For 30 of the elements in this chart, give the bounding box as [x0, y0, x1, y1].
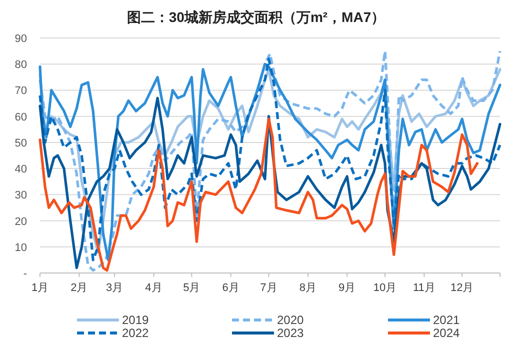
- x-tick-label: 8月: [299, 282, 316, 294]
- y-tick-label: 90: [14, 33, 27, 45]
- y-tick-label: 80: [14, 59, 27, 72]
- legend-label: 2020: [277, 313, 304, 327]
- y-tick-label: -: [23, 268, 28, 280]
- legend-label: 2021: [433, 313, 460, 327]
- legend-label: 2024: [433, 326, 460, 339]
- x-tick-label: 6月: [222, 282, 240, 294]
- x-tick-label: 12月: [450, 282, 474, 294]
- chart-title: 图二：30城新房成交面积（万m²，MA7）: [126, 9, 386, 25]
- x-tick-label: 10月: [373, 282, 397, 294]
- y-tick-label: 20: [14, 216, 27, 228]
- x-tick-label: 11月: [412, 282, 436, 294]
- legend-label: 2023: [277, 326, 304, 339]
- x-tick-label: 1月: [31, 282, 49, 294]
- y-tick-label: 70: [14, 85, 27, 98]
- y-tick-label: 50: [14, 137, 27, 150]
- line-series: [38, 118, 479, 272]
- y-tick-label: 30: [14, 190, 27, 202]
- x-tick-label: 4月: [145, 282, 162, 294]
- x-tick-label: 2月: [70, 282, 88, 294]
- x-tick-label: 7月: [260, 282, 278, 294]
- x-tick-label: 5月: [183, 282, 200, 294]
- legend-label: 2022: [122, 326, 150, 339]
- y-tick-label: 60: [14, 111, 27, 124]
- x-tick-label: 3月: [106, 282, 124, 294]
- legend-label: 2019: [122, 313, 150, 327]
- x-tick-label: 9月: [338, 282, 356, 294]
- y-tick-label: 10: [14, 242, 27, 254]
- y-tick-label: 40: [14, 164, 27, 176]
